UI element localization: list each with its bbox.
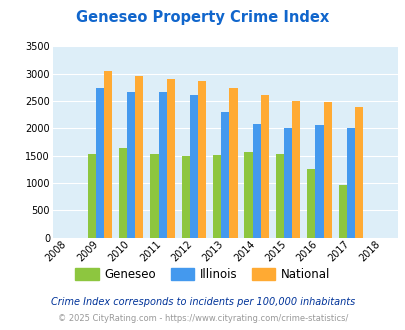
Bar (213, 155, 221, 238)
Bar (104, 71, 112, 238)
Bar (221, 113, 229, 238)
Bar (127, 92, 135, 238)
Bar (307, 169, 315, 238)
Bar (338, 185, 346, 238)
Bar (158, 92, 166, 238)
Bar (244, 152, 252, 238)
Bar (323, 102, 331, 238)
Bar (292, 101, 300, 238)
Bar (275, 154, 283, 238)
Bar (190, 95, 198, 238)
Text: Crime Index corresponds to incidents per 100,000 inhabitants: Crime Index corresponds to incidents per… (51, 297, 354, 307)
Bar (354, 108, 362, 238)
Bar (87, 154, 96, 238)
Bar (346, 128, 354, 238)
Bar (119, 148, 127, 238)
Bar (181, 156, 190, 238)
Bar (135, 76, 143, 238)
Bar (166, 79, 175, 238)
Bar (315, 125, 323, 238)
Bar (198, 81, 206, 238)
Bar (284, 128, 292, 238)
Bar (260, 95, 268, 238)
Bar (150, 154, 158, 238)
Text: © 2025 CityRating.com - https://www.cityrating.com/crime-statistics/: © 2025 CityRating.com - https://www.city… (58, 314, 347, 323)
Bar (252, 124, 260, 238)
Legend: Geneseo, Illinois, National: Geneseo, Illinois, National (70, 263, 335, 286)
Bar (229, 88, 237, 238)
Bar (96, 88, 104, 238)
Text: Geneseo Property Crime Index: Geneseo Property Crime Index (76, 10, 329, 25)
